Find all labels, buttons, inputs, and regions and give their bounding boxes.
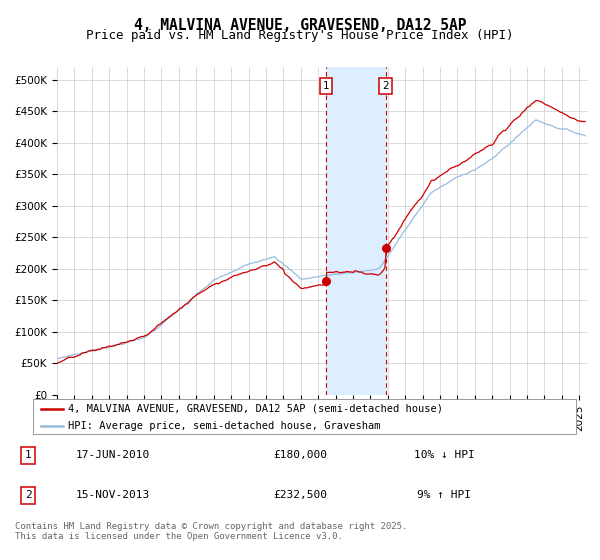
Text: 1: 1	[323, 81, 329, 91]
Text: 2: 2	[382, 81, 389, 91]
Text: £232,500: £232,500	[273, 490, 327, 500]
Bar	[326, 67, 386, 395]
Text: 2: 2	[25, 490, 32, 500]
Text: £180,000: £180,000	[273, 450, 327, 460]
Text: 17-JUN-2010: 17-JUN-2010	[76, 450, 150, 460]
Text: Price paid vs. HM Land Registry's House Price Index (HPI): Price paid vs. HM Land Registry's House …	[86, 29, 514, 42]
Text: 9% ↑ HPI: 9% ↑ HPI	[417, 490, 471, 500]
Text: HPI: Average price, semi-detached house, Gravesham: HPI: Average price, semi-detached house,…	[68, 421, 381, 431]
Text: 15-NOV-2013: 15-NOV-2013	[76, 490, 150, 500]
Text: 1: 1	[25, 450, 32, 460]
Text: 10% ↓ HPI: 10% ↓ HPI	[413, 450, 475, 460]
Text: 4, MALVINA AVENUE, GRAVESEND, DA12 5AP (semi-detached house): 4, MALVINA AVENUE, GRAVESEND, DA12 5AP (…	[68, 404, 443, 414]
Text: 4, MALVINA AVENUE, GRAVESEND, DA12 5AP: 4, MALVINA AVENUE, GRAVESEND, DA12 5AP	[134, 18, 466, 33]
Text: Contains HM Land Registry data © Crown copyright and database right 2025.
This d: Contains HM Land Registry data © Crown c…	[15, 522, 407, 542]
